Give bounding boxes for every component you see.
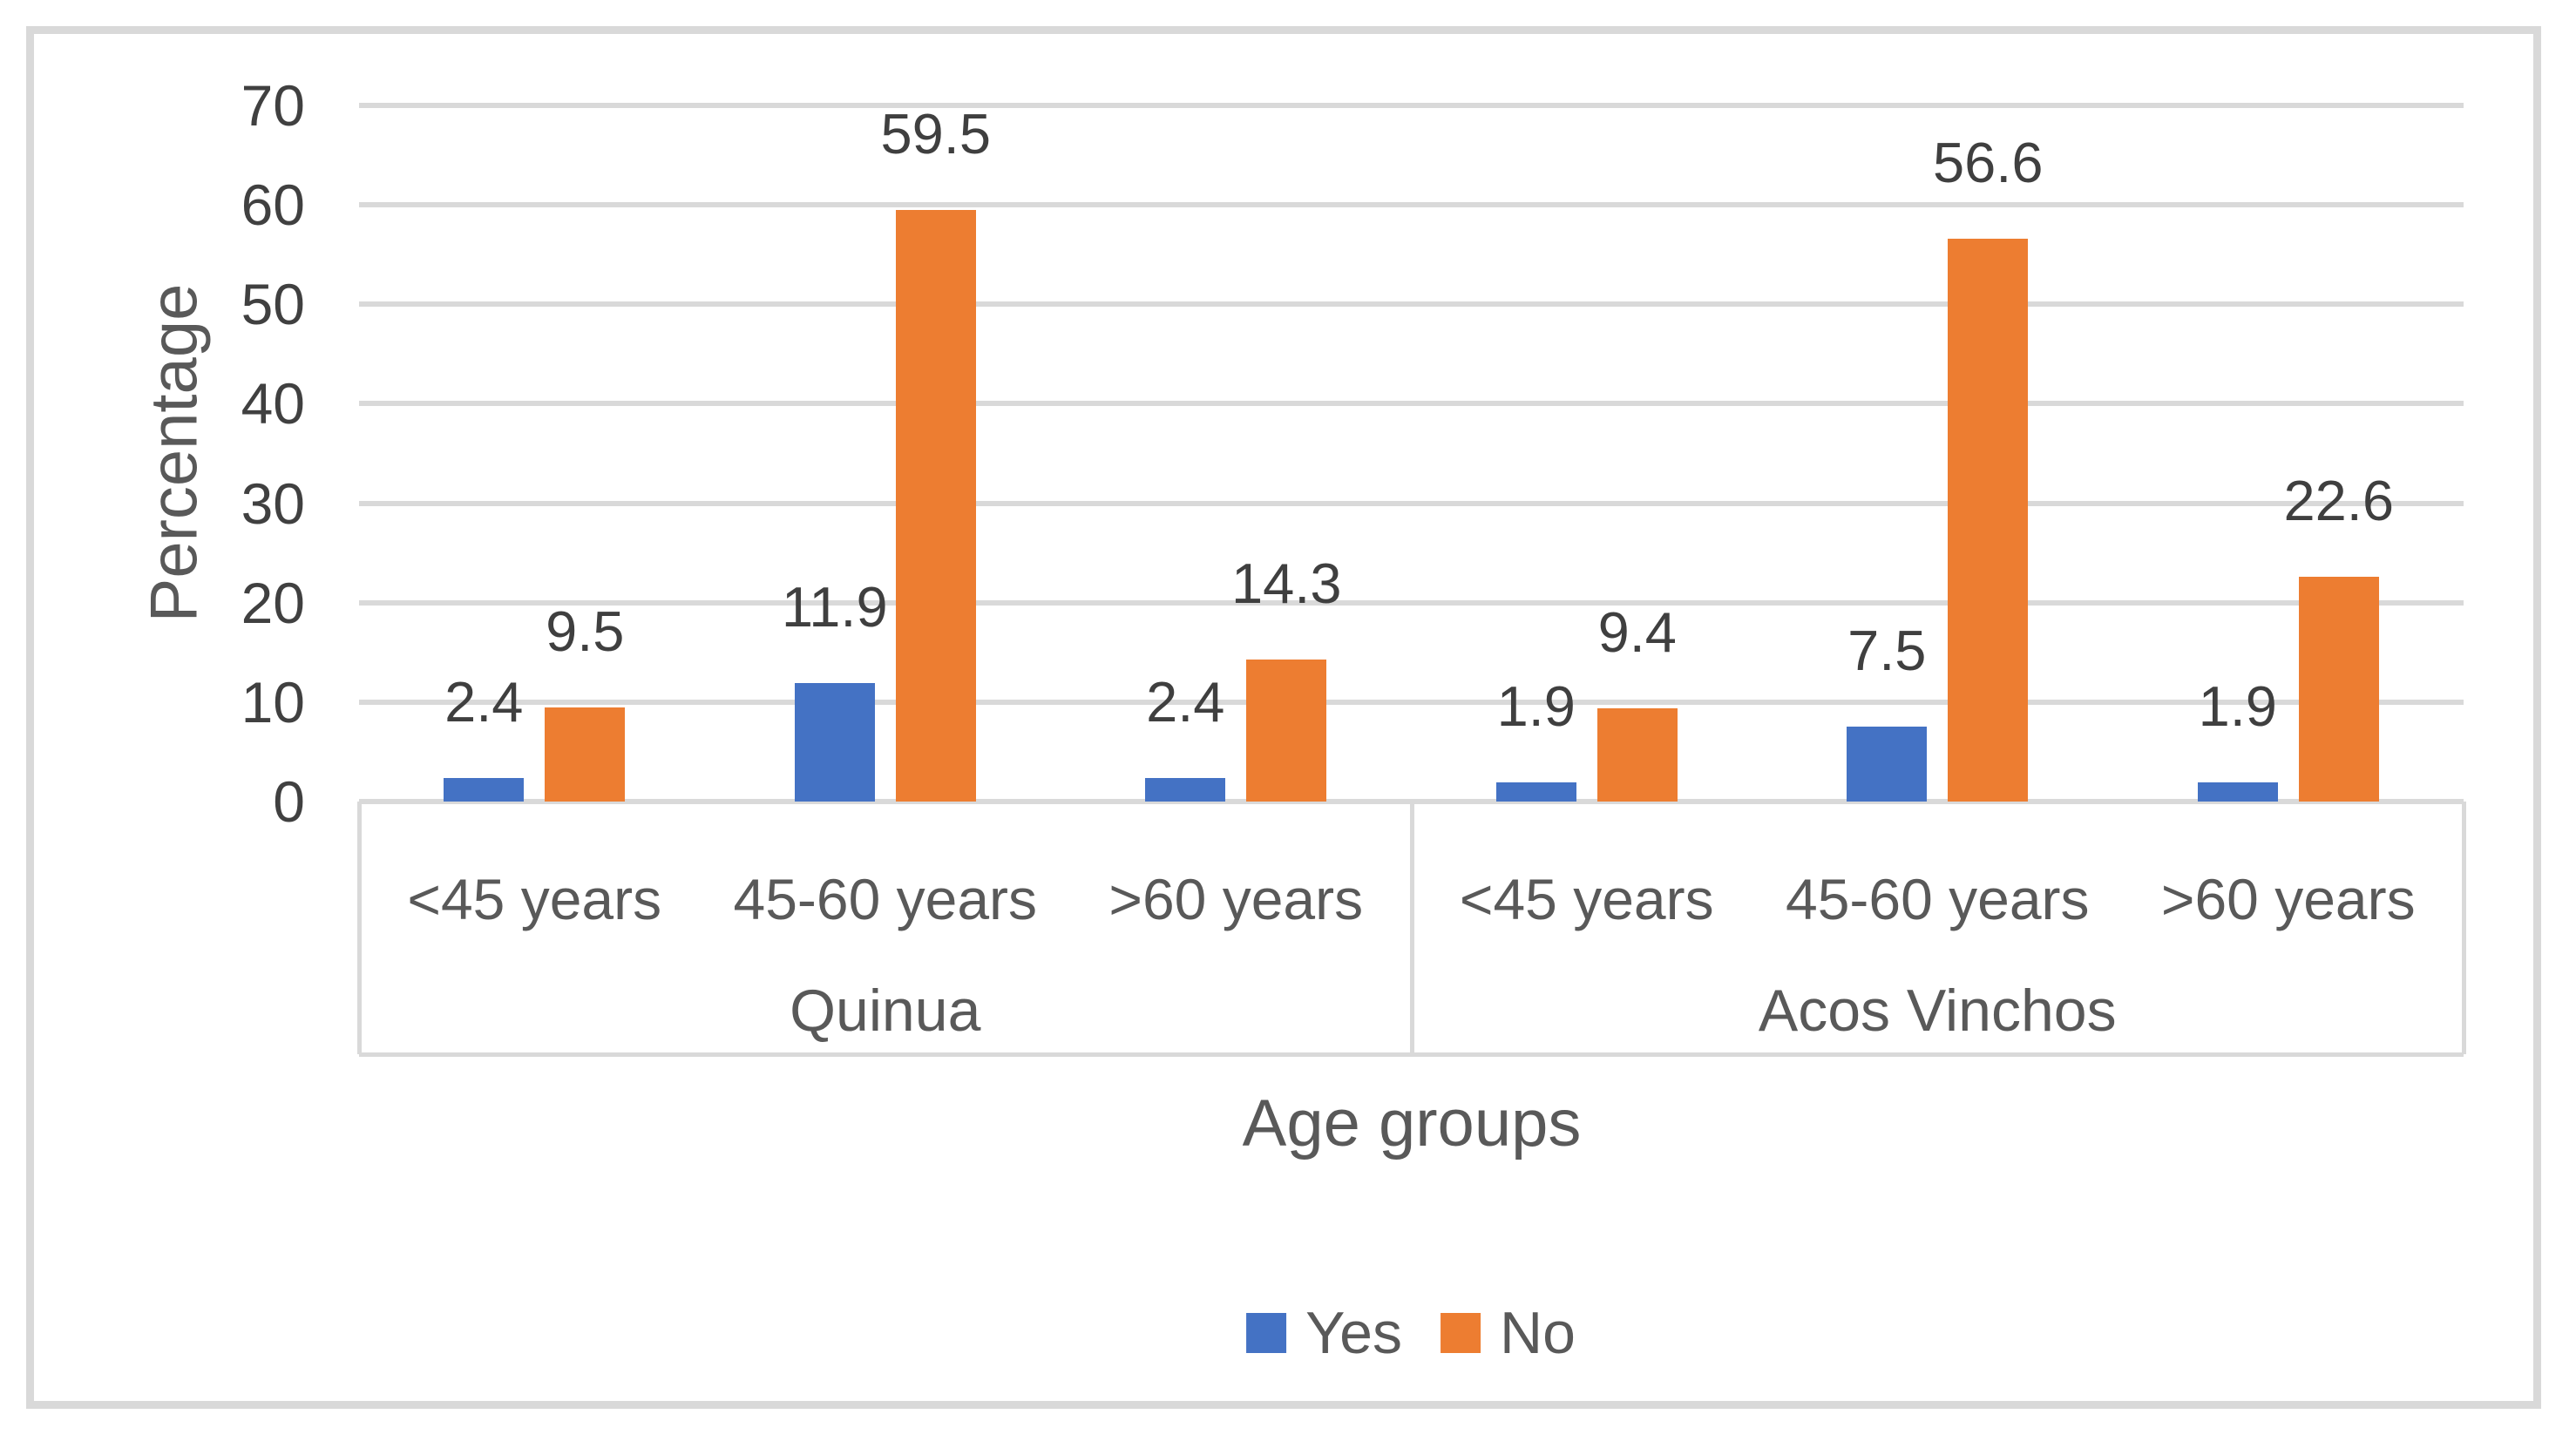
category-box-edge-line <box>2462 802 2466 1054</box>
y-axis-tick-label: 60 <box>241 173 305 238</box>
bar-no <box>1596 707 1678 802</box>
y-axis-tick-label: 30 <box>241 470 305 536</box>
bar-yes <box>444 777 525 802</box>
group-divider-line <box>1409 802 1414 1054</box>
category-box-edge-line <box>357 802 362 1054</box>
gridline-30 <box>359 500 2464 506</box>
data-label: 22.6 <box>2283 469 2395 533</box>
y-axis-tick-label: 70 <box>241 73 305 138</box>
y-axis-tick-label: 50 <box>241 272 305 337</box>
data-label: 7.5 <box>1847 619 1927 683</box>
data-label: 59.5 <box>880 101 992 166</box>
data-label: 14.3 <box>1230 551 1342 615</box>
bar-yes <box>1847 727 1928 802</box>
gridline-60 <box>359 202 2464 208</box>
data-label: 56.6 <box>1932 130 2044 194</box>
bar-no <box>545 707 626 802</box>
bar-yes <box>1145 777 1226 802</box>
category-label: 45-60 years <box>1785 867 2090 931</box>
x-axis-title: Age groups <box>1242 1086 1582 1160</box>
bar-no <box>1246 659 1327 802</box>
gridline-70 <box>359 103 2464 108</box>
bar-yes <box>2197 782 2278 802</box>
legend-label: No <box>1500 1300 1576 1366</box>
category-label: <45 years <box>1459 867 1714 931</box>
category-label: >60 years <box>2160 867 2416 931</box>
category-box-bottom-border <box>359 1052 2464 1057</box>
data-label: 2.4 <box>444 669 524 734</box>
bar-no <box>895 209 976 802</box>
legend-item-yes: Yes <box>1246 1303 1402 1363</box>
bar-no <box>1948 238 2029 802</box>
group-label: Acos Vinchos <box>1758 978 2117 1044</box>
legend-item-no: No <box>1441 1303 1576 1363</box>
gridline-40 <box>359 401 2464 407</box>
legend-swatch-yes <box>1246 1313 1287 1353</box>
category-label: >60 years <box>1108 867 1364 931</box>
group-label: Quinua <box>790 978 981 1044</box>
gridline-20 <box>359 599 2464 606</box>
data-label: 9.5 <box>546 599 625 663</box>
data-label: 9.4 <box>1597 599 1677 664</box>
y-axis-tick-label: 40 <box>241 371 305 436</box>
category-label: 45-60 years <box>733 867 1038 931</box>
bar-no <box>2298 577 2379 802</box>
y-axis-tick-label: 20 <box>241 570 305 635</box>
legend-label: Yes <box>1305 1300 1402 1366</box>
legend-swatch-no <box>1441 1313 1481 1353</box>
bar-yes <box>794 683 875 802</box>
data-label: 1.9 <box>1496 674 1576 739</box>
data-label: 1.9 <box>2198 674 2277 739</box>
legend: Yes No <box>1246 1303 1576 1363</box>
data-label: 11.9 <box>781 575 888 639</box>
gridline-50 <box>359 301 2464 308</box>
y-axis-tick-label: 10 <box>241 669 305 734</box>
category-label: <45 years <box>407 867 662 931</box>
gridline-10 <box>359 699 2464 705</box>
bar-yes <box>1495 782 1576 802</box>
data-label: 2.4 <box>1146 669 1225 734</box>
y-axis-tick-label: 0 <box>273 769 305 834</box>
